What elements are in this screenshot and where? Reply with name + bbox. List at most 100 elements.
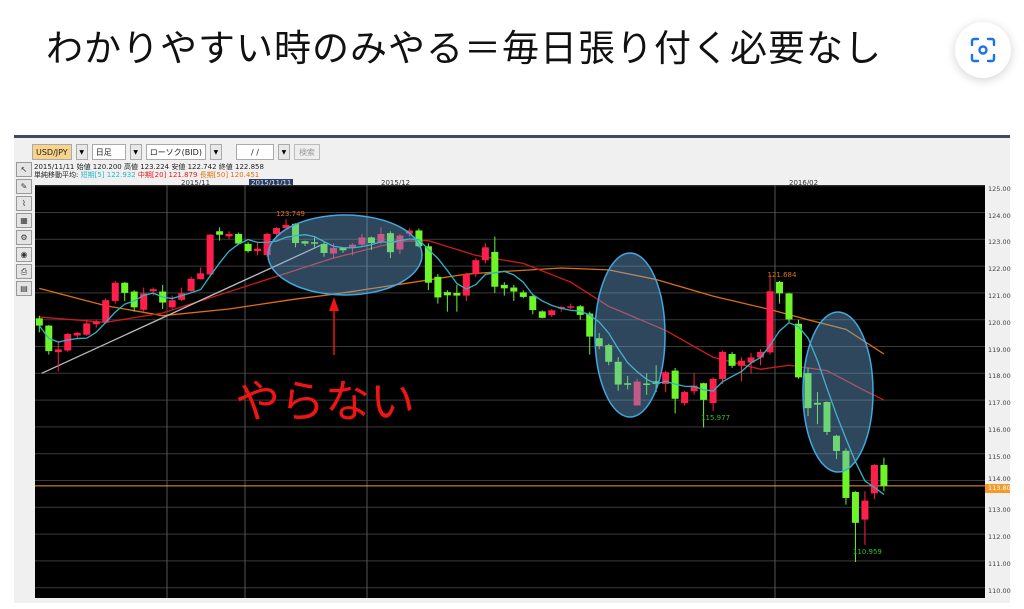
candle-body (443, 292, 451, 296)
candlestick-chart[interactable]: 123.749 121.684 115.977 110.959 (35, 185, 985, 598)
pen-icon[interactable]: ✎ (16, 179, 32, 194)
print-icon[interactable]: ⎙ (16, 264, 32, 279)
chevron-down-icon[interactable]: ▼ (129, 144, 142, 160)
candle (719, 350, 727, 385)
candle-body (681, 392, 689, 404)
price-tick-label: 113.00 (988, 506, 1011, 515)
candle (111, 280, 119, 304)
candle (813, 392, 821, 425)
candle (282, 219, 290, 229)
candle (624, 375, 632, 390)
candle-body (130, 291, 138, 308)
candle-body (785, 293, 793, 320)
plot-background (35, 185, 985, 598)
eye-icon[interactable]: ◉ (16, 247, 32, 262)
date-input[interactable]: / / (235, 144, 274, 160)
price-tick-label: 124.00 (988, 211, 1011, 220)
candle-body (434, 276, 442, 298)
candle (614, 357, 622, 391)
candle (472, 258, 480, 277)
candle-body (510, 287, 518, 292)
candle-body (282, 224, 290, 229)
highlight-ellipse (802, 311, 874, 473)
price-axis: 110.00 111.00 112.00 113.00 114.00 115.00 116.… (985, 185, 1011, 601)
candle (804, 367, 812, 417)
candle (548, 308, 556, 318)
candle-body (690, 385, 698, 392)
candle (880, 457, 888, 492)
candle-body (121, 282, 129, 293)
candle (424, 243, 432, 291)
ma-label: 単純移動平均: (34, 171, 79, 179)
candle (187, 276, 195, 293)
candle (519, 290, 527, 299)
candle-body (538, 311, 546, 318)
candle (263, 232, 271, 257)
candle (35, 315, 43, 333)
candle (73, 331, 81, 339)
date-label: 2015/12 (381, 179, 411, 187)
candle-body (738, 360, 746, 366)
cursor-icon[interactable]: ↖ (16, 162, 32, 177)
candle-body (92, 321, 100, 325)
candle-body (187, 278, 195, 292)
high-price-label: 123.749 (276, 210, 305, 218)
settings-icon[interactable]: ⚙ (16, 230, 32, 245)
candle (728, 351, 736, 368)
candle-body (813, 402, 821, 405)
currency-pair-select[interactable]: USD/JPY (32, 144, 72, 160)
candle-body (254, 248, 262, 252)
period-select[interactable]: 日足 (91, 144, 126, 160)
price-tick-label: 118.00 (988, 372, 1011, 381)
candle (795, 319, 802, 379)
price-tick-label: 116.00 (988, 425, 1011, 434)
candle-body (140, 293, 148, 310)
candle-body (605, 345, 613, 362)
grid-icon[interactable]: ▦ (16, 213, 32, 228)
price-tick-label: 120.00 (988, 318, 1011, 327)
date-label: 2016/02 (789, 179, 819, 187)
candle (235, 232, 243, 245)
candle-body (54, 349, 62, 353)
candle (301, 240, 309, 246)
chevron-down-icon[interactable]: ▼ (277, 144, 290, 160)
candle-body (870, 464, 878, 494)
candle-body (311, 242, 319, 244)
date-axis: 2015/11 2015/11/11 2015/12 2016/02 (35, 179, 985, 188)
candle-body (35, 318, 43, 326)
candle (149, 287, 157, 296)
candle-body (529, 296, 537, 311)
table-icon[interactable]: ▤ (16, 281, 32, 296)
candle-body (377, 233, 385, 243)
ma-readout: 単純移動平均: 短期[5] 122.932 中期[20] 121.879 長期[… (34, 171, 264, 179)
candle (690, 373, 698, 395)
candle-body (453, 292, 461, 296)
candle-body (851, 492, 859, 523)
chevron-down-icon[interactable]: ▼ (209, 144, 222, 160)
chart-type-select[interactable]: ローソク(BID) (145, 144, 206, 160)
candle (491, 236, 499, 293)
candle (481, 243, 489, 264)
candle-body (548, 310, 556, 316)
candle (311, 236, 319, 248)
candle (870, 464, 878, 500)
candle-body (358, 237, 366, 245)
candle (681, 390, 689, 406)
chevron-down-icon[interactable]: ▼ (75, 144, 88, 160)
candle (434, 274, 442, 304)
candle (206, 233, 214, 277)
candle (776, 280, 784, 304)
candle-body (149, 289, 157, 292)
search-button[interactable]: 検索 (293, 144, 320, 160)
visual-search-button[interactable] (955, 22, 1011, 78)
candle-body (225, 233, 233, 237)
candle (567, 303, 575, 309)
line-chart-icon[interactable]: ⌇ (16, 196, 32, 211)
ma-short-value: 短期[5] 122.932 (80, 171, 136, 179)
candle (273, 227, 281, 237)
candle (358, 233, 366, 246)
candle-body (320, 243, 328, 253)
candle-body (415, 230, 423, 247)
candle-body (776, 281, 784, 294)
candle-body (728, 354, 736, 366)
